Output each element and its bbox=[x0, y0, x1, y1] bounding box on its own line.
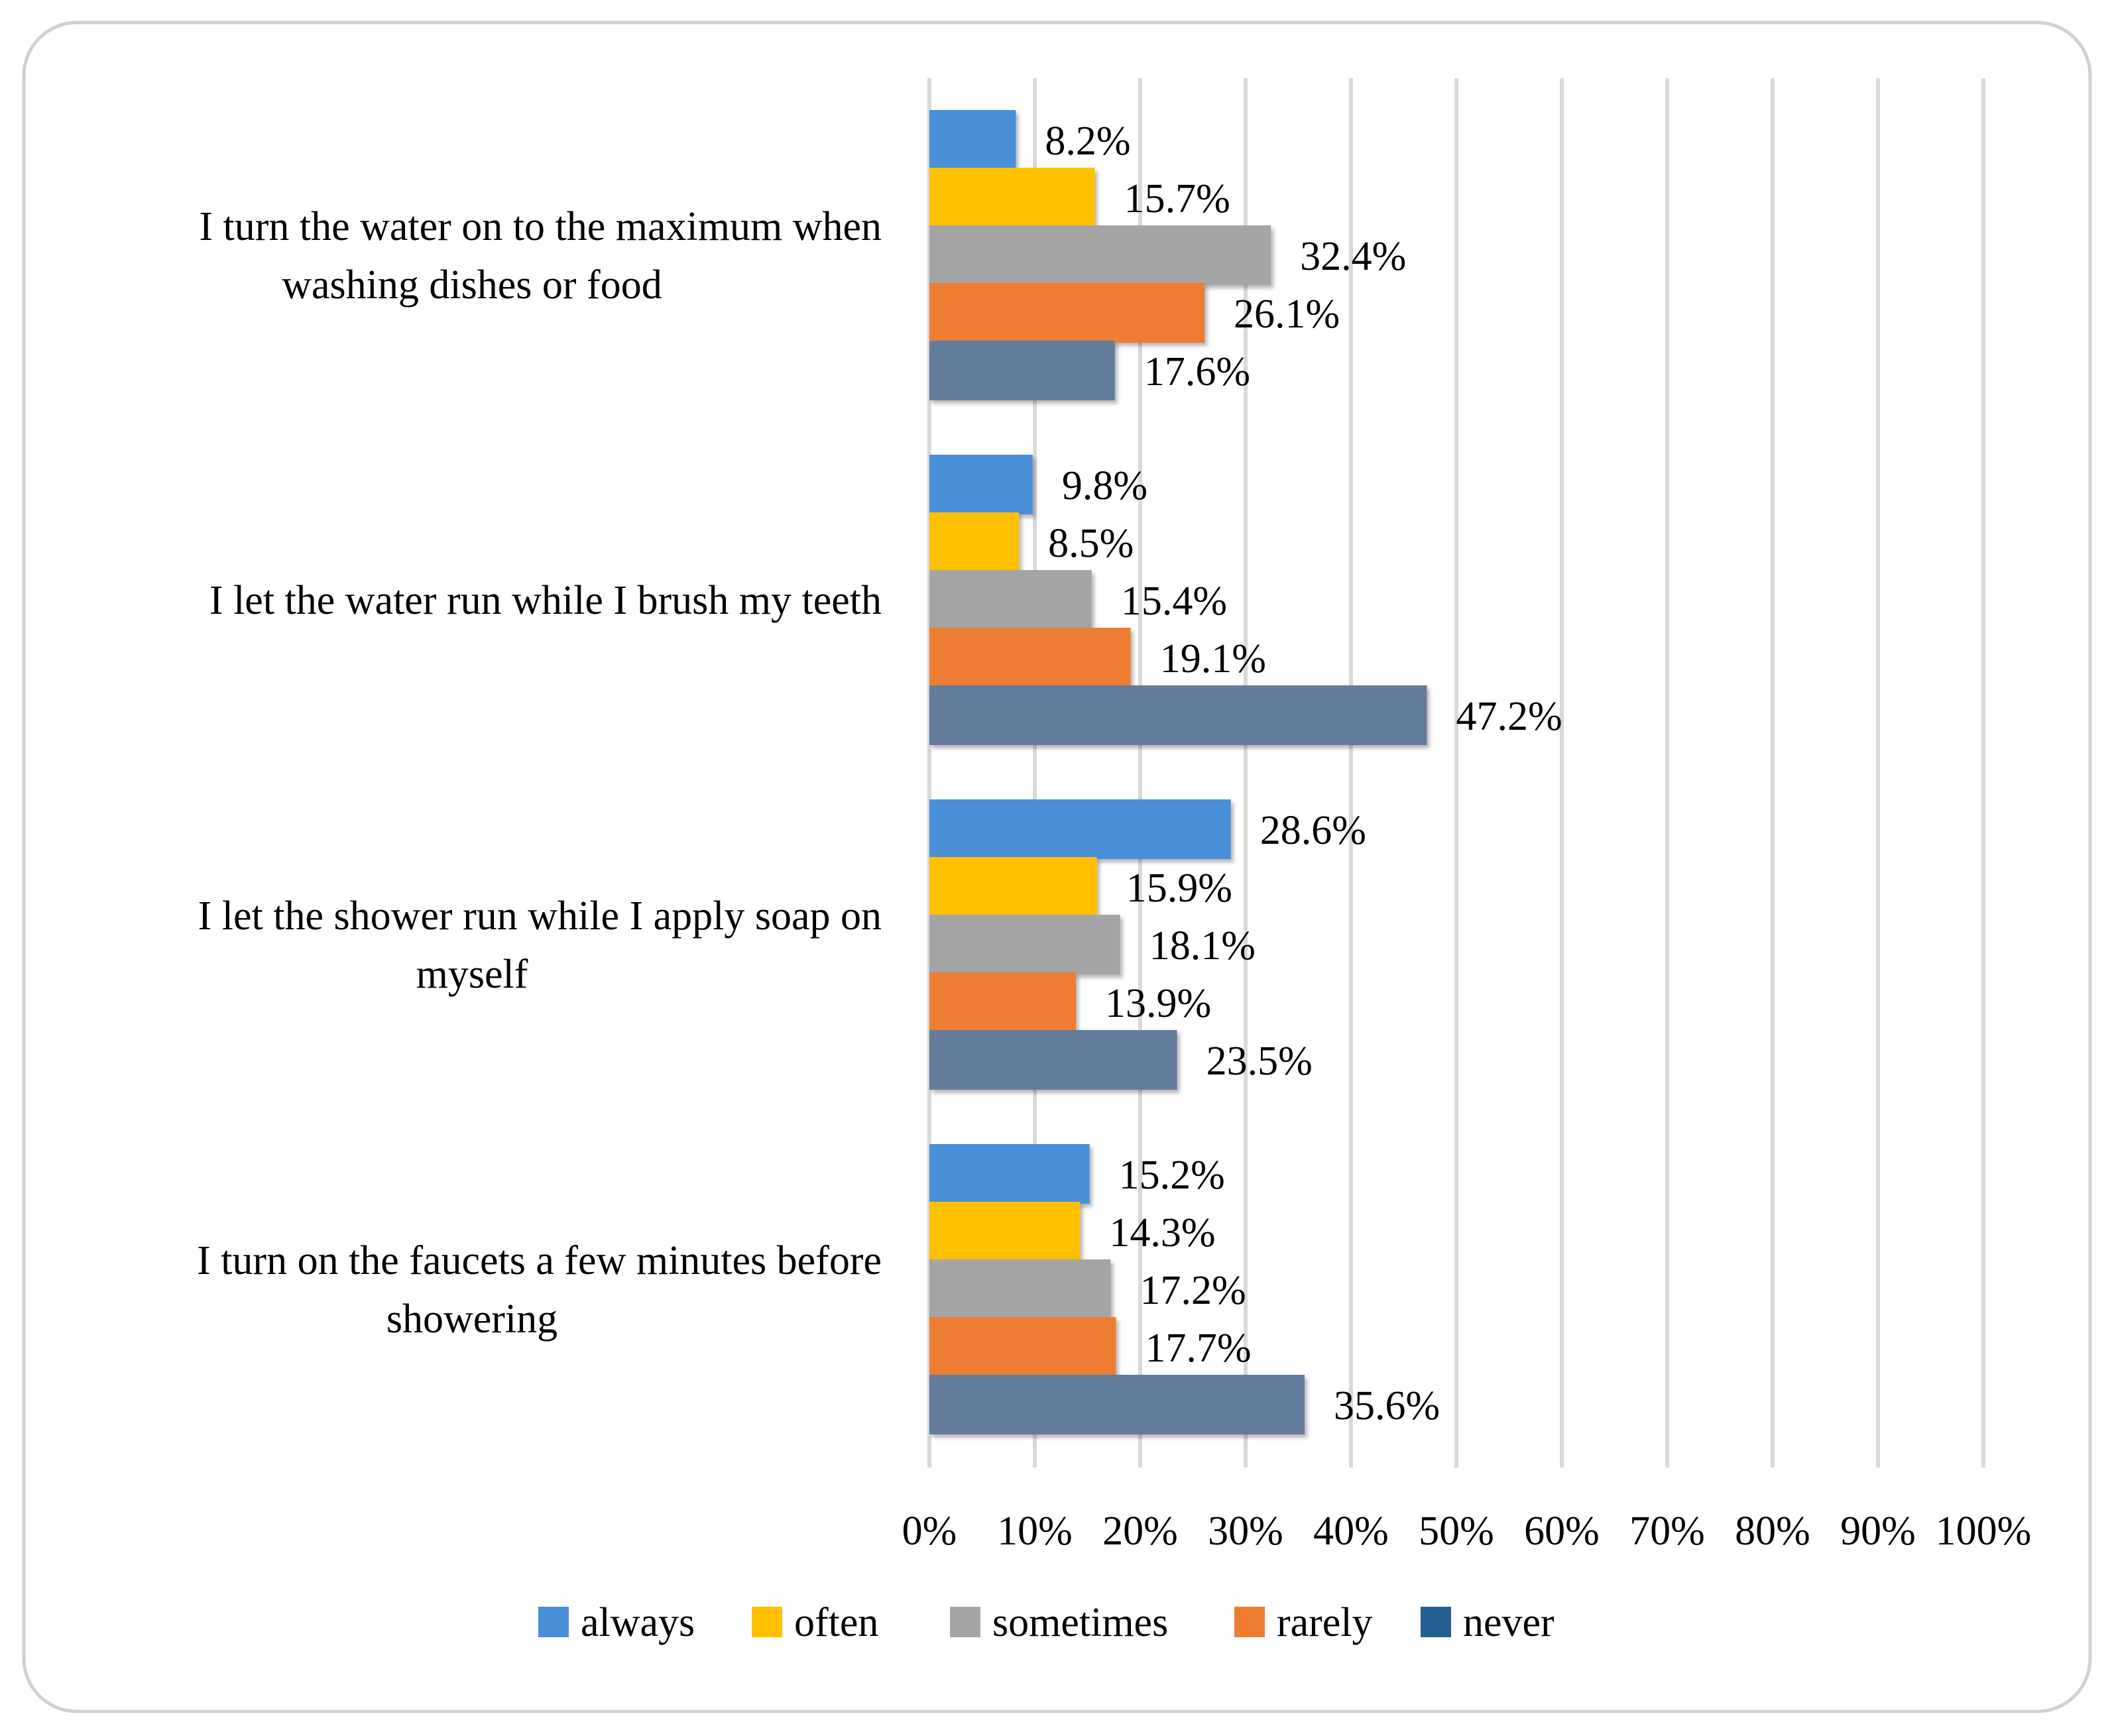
category-label: I turn on the faucets a few minutes befo… bbox=[197, 1238, 882, 1342]
bar-often bbox=[929, 512, 1020, 572]
category-label-line: I let the water run while I brush my tee… bbox=[209, 578, 882, 623]
data-label: 15.7% bbox=[1124, 176, 1230, 221]
bar-often bbox=[929, 857, 1097, 917]
bar-sometimes bbox=[929, 225, 1271, 285]
legend-swatch-often bbox=[752, 1607, 782, 1637]
data-label: 9.8% bbox=[1062, 463, 1147, 508]
legend-swatch-never bbox=[1421, 1607, 1451, 1637]
bar-rarely bbox=[929, 1317, 1116, 1377]
data-label: 28.6% bbox=[1260, 808, 1366, 853]
bar-sometimes bbox=[929, 1259, 1111, 1319]
bar-always bbox=[929, 799, 1231, 859]
x-tick-label: 90% bbox=[1840, 1509, 1916, 1554]
data-label: 19.1% bbox=[1160, 636, 1266, 681]
data-label: 15.2% bbox=[1119, 1153, 1225, 1198]
bars bbox=[929, 110, 1427, 1434]
x-tick-label: 60% bbox=[1524, 1509, 1600, 1554]
value-labels: 8.2% 15.7% 32.4% 26.1% 17.6% 9.8% 8.5% 15.4% 19.… bbox=[1045, 119, 1562, 1428]
bar-rarely bbox=[929, 628, 1131, 687]
legend-label-often: often bbox=[794, 1600, 878, 1645]
legend-label-never: never bbox=[1463, 1600, 1555, 1645]
category-label: I let the water run while I brush my tee… bbox=[209, 578, 882, 623]
bar-never bbox=[929, 1030, 1177, 1090]
legend-label-rarely: rarely bbox=[1277, 1600, 1373, 1645]
bar-sometimes bbox=[929, 915, 1120, 974]
x-tick-label: 80% bbox=[1735, 1509, 1810, 1554]
data-label: 47.2% bbox=[1456, 694, 1562, 739]
x-tick-label: 100% bbox=[1936, 1509, 2032, 1554]
x-tick-label: 50% bbox=[1419, 1509, 1494, 1554]
category-label-line: showering bbox=[386, 1297, 558, 1342]
data-label: 17.6% bbox=[1144, 349, 1250, 394]
x-tick-label: 30% bbox=[1208, 1509, 1283, 1554]
data-label: 35.6% bbox=[1334, 1383, 1440, 1428]
data-label: 13.9% bbox=[1105, 981, 1211, 1026]
data-label: 14.3% bbox=[1109, 1210, 1215, 1255]
legend: always often sometimes rarely never bbox=[538, 1600, 1555, 1645]
legend-swatch-rarely bbox=[1234, 1607, 1265, 1637]
x-tick-label: 70% bbox=[1629, 1509, 1705, 1554]
x-tick-label: 10% bbox=[997, 1509, 1073, 1554]
bar-often bbox=[929, 168, 1095, 227]
data-label: 17.2% bbox=[1140, 1268, 1246, 1313]
data-label: 32.4% bbox=[1300, 234, 1406, 279]
category-label-line: I turn on the faucets a few minutes befo… bbox=[197, 1238, 882, 1283]
legend-label-sometimes: sometimes bbox=[992, 1600, 1168, 1645]
x-tick-label: 40% bbox=[1313, 1509, 1389, 1554]
data-label: 26.1% bbox=[1234, 292, 1340, 337]
bar-sometimes bbox=[929, 570, 1092, 630]
bar-always bbox=[929, 110, 1016, 170]
data-label: 15.9% bbox=[1126, 866, 1232, 911]
bar-always bbox=[929, 455, 1033, 514]
bar-always bbox=[929, 1144, 1090, 1204]
data-label: 23.5% bbox=[1206, 1039, 1313, 1084]
data-label: 17.7% bbox=[1145, 1326, 1251, 1371]
x-tick-label: 20% bbox=[1102, 1509, 1178, 1554]
bar-rarely bbox=[929, 283, 1204, 343]
category-label-line: I turn the water on to the maximum when bbox=[199, 204, 882, 249]
bar-never bbox=[929, 685, 1427, 745]
category-label-line: myself bbox=[416, 952, 528, 997]
category-labels: I turn the water on to the maximum when w… bbox=[197, 204, 882, 1342]
data-label: 18.1% bbox=[1149, 923, 1256, 968]
legend-swatch-always bbox=[538, 1607, 569, 1637]
category-label-line: washing dishes or food bbox=[282, 262, 662, 308]
category-label-line: I let the shower run while I apply soap … bbox=[198, 894, 882, 939]
category-label: I let the shower run while I apply soap … bbox=[198, 894, 882, 997]
data-label: 8.2% bbox=[1045, 119, 1130, 164]
data-label: 8.5% bbox=[1048, 521, 1134, 566]
bar-never bbox=[929, 1375, 1305, 1434]
x-tick-label: 0% bbox=[902, 1509, 957, 1554]
bar-often bbox=[929, 1202, 1081, 1261]
data-label: 15.4% bbox=[1121, 579, 1227, 624]
x-axis-ticks: 0% 10% 20% 30% 40% 50% 60% 70% 80% 90% 100% bbox=[902, 1509, 2032, 1554]
bar-rarely bbox=[929, 972, 1077, 1032]
category-label: I turn the water on to the maximum when w… bbox=[199, 204, 882, 308]
legend-label-always: always bbox=[581, 1600, 695, 1645]
legend-swatch-sometimes bbox=[950, 1607, 980, 1637]
bar-never bbox=[929, 341, 1115, 400]
